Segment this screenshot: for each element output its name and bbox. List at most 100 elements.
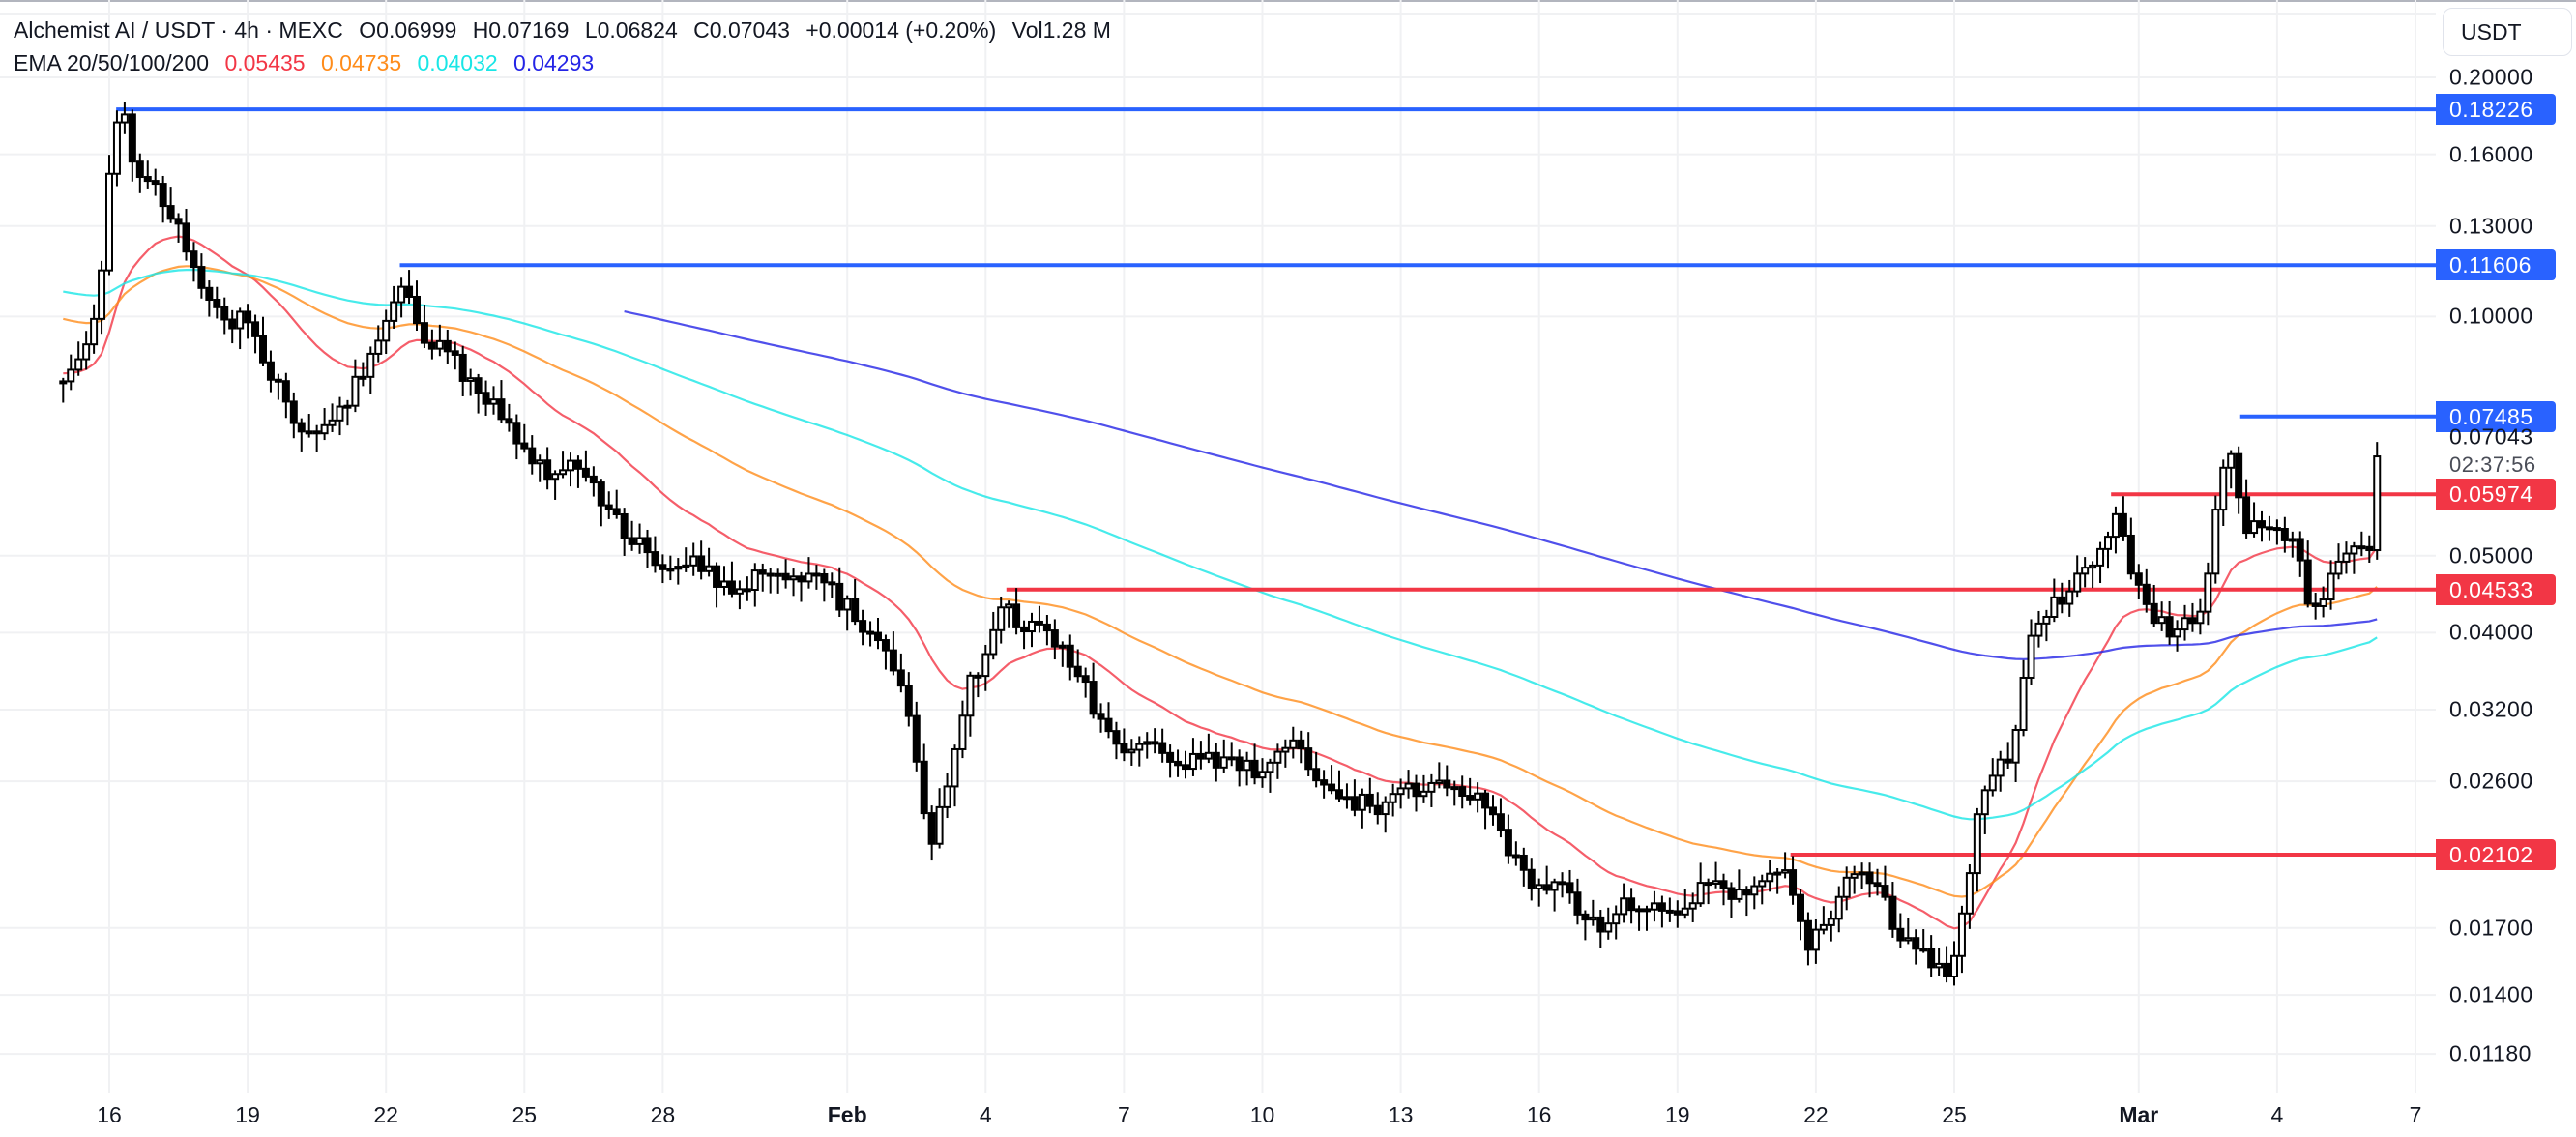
- price-tick: 0.13000: [2449, 213, 2533, 239]
- candle: [573, 459, 582, 470]
- candle: [604, 504, 613, 510]
- candle: [190, 250, 198, 269]
- candle: [1589, 916, 1597, 921]
- candle: [1328, 783, 1336, 792]
- time-tick-label: 19: [235, 1102, 260, 1127]
- candle: [351, 375, 360, 407]
- candle: [659, 564, 667, 570]
- candle: [2019, 676, 2028, 732]
- candle: [120, 113, 129, 124]
- candle: [1773, 871, 1782, 876]
- candle: [774, 572, 782, 577]
- candle: [920, 760, 928, 815]
- candle: [713, 565, 721, 588]
- candle: [551, 473, 560, 481]
- candle: [958, 714, 967, 750]
- candle: [1927, 948, 1936, 969]
- candle: [1112, 730, 1121, 745]
- candle: [1803, 919, 1812, 951]
- candle: [951, 747, 959, 788]
- time-tick-label: 25: [512, 1102, 538, 1127]
- candle: [1235, 756, 1244, 772]
- candle: [2250, 520, 2259, 535]
- candle: [2311, 602, 2320, 607]
- candle: [1135, 743, 1144, 751]
- candle: [1151, 741, 1159, 745]
- candle: [1558, 881, 1566, 886]
- level-price-tag[interactable]: 0.11606: [2436, 249, 2556, 281]
- candle: [720, 580, 728, 588]
- candle: [328, 419, 337, 426]
- level-price-tag[interactable]: 0.18226: [2436, 94, 2556, 126]
- candle: [2065, 590, 2074, 605]
- price-chart-canvas[interactable]: [0, 0, 2436, 1093]
- candle: [1643, 908, 1651, 913]
- candle: [2034, 622, 2043, 637]
- level-price-tag[interactable]: 0.05974: [2436, 479, 2556, 510]
- candle: [2265, 526, 2273, 531]
- candle: [1020, 626, 1029, 633]
- candle: [643, 537, 652, 554]
- ema20-value: 0.05435: [224, 50, 306, 75]
- candle: [105, 172, 113, 272]
- ema-indicator-row[interactable]: EMA 20/50/100/200 0.05435 0.04735 0.0403…: [14, 46, 1121, 79]
- time-tick-label: 16: [1526, 1102, 1552, 1127]
- level-price-tag[interactable]: 0.02102: [2436, 839, 2556, 871]
- candle: [435, 339, 444, 350]
- candle: [2011, 729, 2020, 764]
- candle: [2373, 455, 2382, 552]
- candle: [1458, 786, 1467, 798]
- candle: [2350, 545, 2358, 555]
- candle: [597, 481, 605, 507]
- time-axis[interactable]: 16 19 22 25 28 Feb 4 7 10 13 16 19 22 25 Mar 4 7: [0, 1093, 2436, 1137]
- candle: [567, 459, 574, 472]
- currency-button[interactable]: USDT: [2443, 8, 2572, 56]
- candle: [1412, 782, 1420, 798]
- time-tick-label: Mar: [2119, 1102, 2159, 1127]
- time-tick-label: 7: [1117, 1102, 1130, 1127]
- candle: [1373, 804, 1382, 816]
- candle: [766, 572, 775, 577]
- candle: [1919, 948, 1928, 952]
- time-tick-label: 4: [979, 1102, 992, 1127]
- candle: [2334, 560, 2343, 575]
- candle: [1581, 913, 1590, 921]
- candle: [1758, 880, 1767, 888]
- price-tick: 0.20000: [2449, 64, 2533, 90]
- candle: [1481, 792, 1490, 809]
- candle: [112, 121, 121, 175]
- current-price-label: 0.07043: [2449, 423, 2533, 450]
- level-price-tag[interactable]: 0.04533: [2436, 573, 2556, 605]
- candle: [98, 269, 106, 320]
- candle: [197, 266, 206, 289]
- candle: [1673, 910, 1682, 916]
- candle: [1797, 893, 1804, 922]
- candle: [1573, 891, 1582, 916]
- candle: [2235, 452, 2243, 499]
- candle: [1196, 752, 1205, 760]
- symbol-title[interactable]: Alchemist AI / USDT · 4h · MEXC: [14, 17, 343, 43]
- candle: [1289, 739, 1298, 749]
- ohlc-low: L0.06824: [584, 17, 678, 43]
- candle: [1050, 629, 1059, 648]
- price-axis[interactable]: 0.20000 0.16000 0.13000 0.10000 0.05000 …: [2436, 0, 2576, 1137]
- time-tick-label: 13: [1388, 1102, 1414, 1127]
- candle: [213, 299, 221, 308]
- candle: [1058, 644, 1067, 649]
- time-tick-label: 16: [97, 1102, 122, 1127]
- candle: [1066, 644, 1074, 668]
- candle: [1873, 882, 1882, 888]
- candle: [2089, 564, 2097, 569]
- candle: [2204, 572, 2212, 613]
- candle: [1182, 764, 1189, 771]
- level-price-tag[interactable]: 0.07485: [2436, 400, 2556, 432]
- candle: [1604, 922, 1613, 933]
- candle: [2365, 545, 2374, 552]
- price-tick: 0.03200: [2449, 696, 2533, 722]
- candle: [1542, 884, 1551, 891]
- candle: [420, 322, 428, 344]
- candle: [1250, 759, 1259, 779]
- candle: [244, 310, 252, 324]
- candle: [705, 565, 714, 572]
- candle: [981, 653, 990, 678]
